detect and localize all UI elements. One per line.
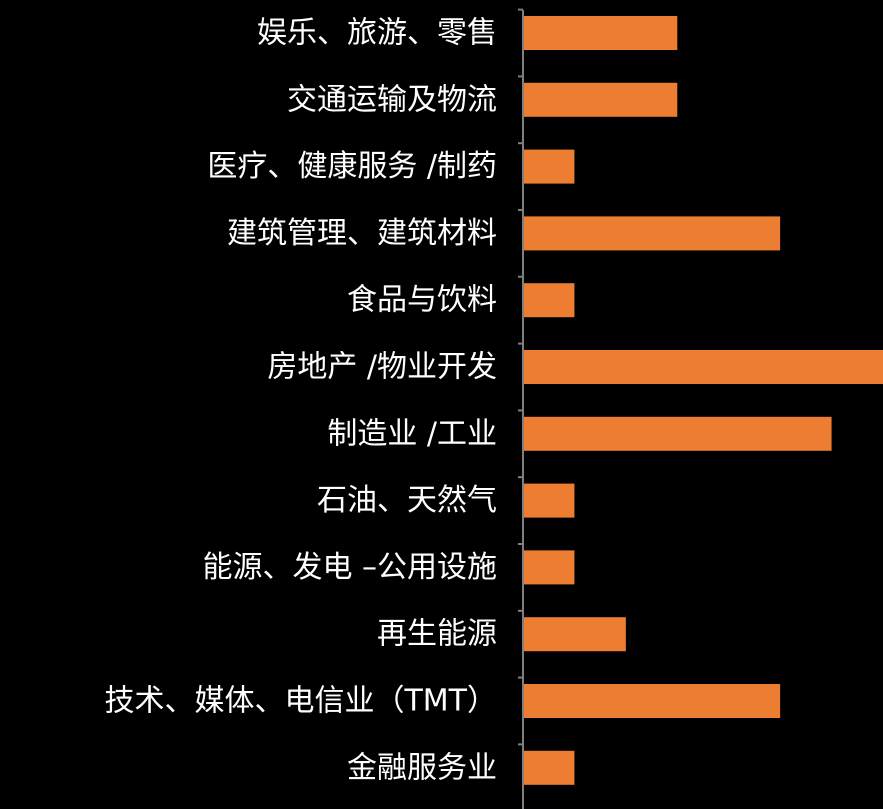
bar (523, 684, 780, 718)
category-label: 能源、发电 –公用设施 (202, 550, 497, 585)
category-label: 建筑管理、建筑材料 (227, 216, 497, 251)
category-label: 医疗、健康服务 /制药 (207, 149, 497, 184)
category-label: 再生能源 (377, 617, 497, 652)
bar (523, 216, 780, 250)
bar (523, 283, 574, 317)
category-label: 房地产 /物业开发 (267, 350, 497, 385)
bar (523, 484, 574, 518)
bar (523, 83, 677, 117)
category-label: 金融服务业 (347, 750, 497, 785)
bar (523, 751, 574, 785)
bar (523, 350, 883, 384)
bar (523, 617, 626, 651)
category-label: 制造业 /工业 (327, 416, 497, 451)
bar (523, 417, 832, 451)
category-label: 技术、媒体、电信业（TMT） (104, 684, 497, 719)
category-label: 食品与饮料 (347, 283, 497, 318)
category-label: 娱乐、旅游、零售 (257, 16, 497, 51)
bar (523, 550, 574, 584)
bar (523, 16, 677, 50)
category-label: 交通运输及物流 (287, 82, 497, 117)
bar (523, 150, 574, 184)
category-label: 石油、天然气 (317, 483, 497, 518)
bars (523, 16, 883, 785)
